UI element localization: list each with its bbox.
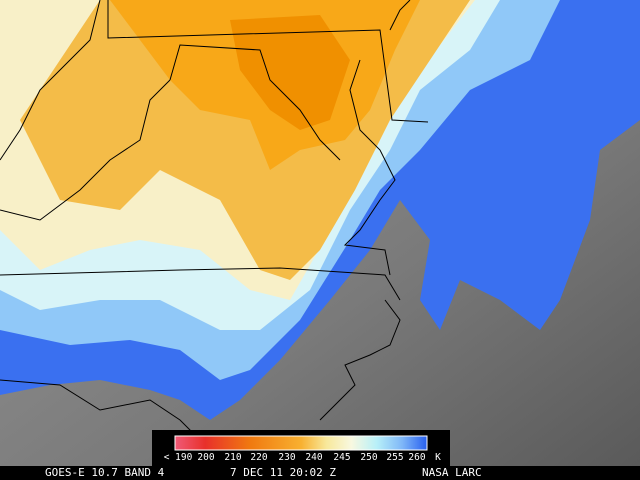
- legend-label: 230: [278, 452, 295, 463]
- unit-label: K: [435, 452, 441, 463]
- legend-label: 250: [360, 452, 377, 463]
- product-label: GOES-E 10.7 BAND 4: [45, 466, 165, 479]
- legend-label: 220: [250, 452, 267, 463]
- legend-label: 260: [408, 452, 425, 463]
- legend-label: 210: [224, 452, 241, 463]
- legend-label: 255: [386, 452, 403, 463]
- imagery: [0, 0, 640, 466]
- legend-label: 245: [333, 452, 350, 463]
- colorbar: [174, 435, 428, 451]
- legend-label: 240: [305, 452, 322, 463]
- source-label: NASA LARC: [422, 466, 482, 479]
- time-label: 7 DEC 11 20:02 Z: [230, 466, 336, 479]
- legend-label: 200: [197, 452, 214, 463]
- caption-bar: [0, 466, 640, 480]
- legend-label: < 190: [164, 452, 193, 463]
- state-borders: [0, 0, 428, 440]
